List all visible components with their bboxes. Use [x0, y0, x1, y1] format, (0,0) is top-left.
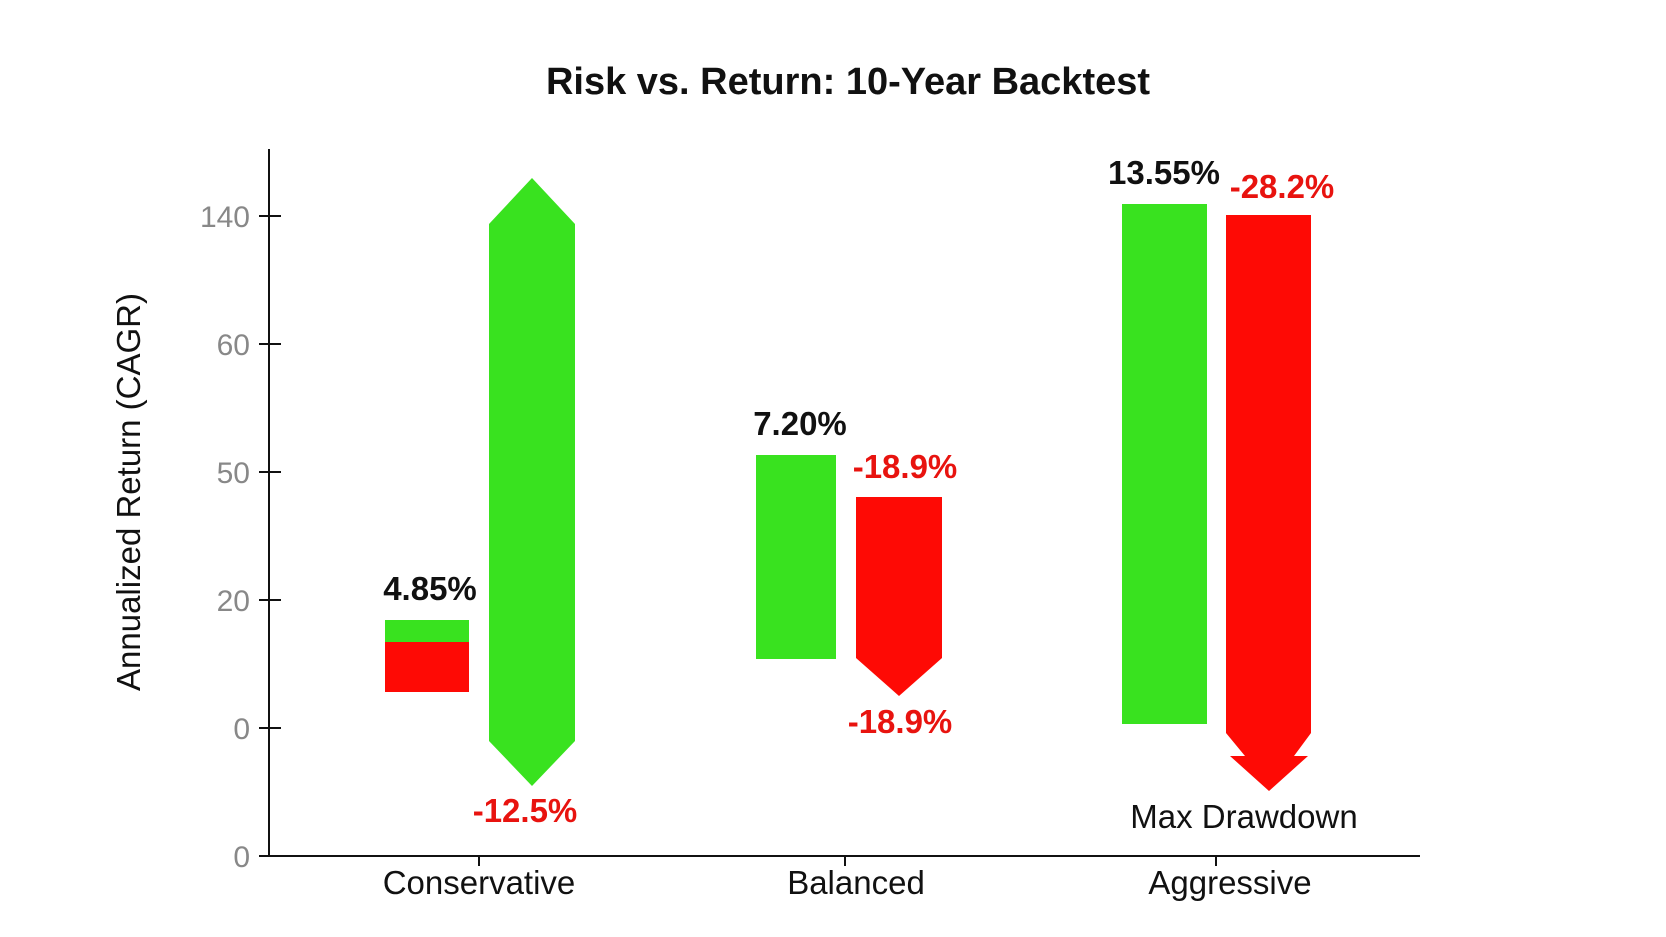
bar-return-aggressive — [1122, 204, 1207, 724]
bar-return-conservative — [385, 620, 469, 642]
category-label-conservative: Conservative — [383, 864, 576, 901]
bar-drawdown-conservative-arrow — [489, 178, 575, 786]
chart-title: Risk vs. Return: 10-Year Backtest — [546, 61, 1150, 103]
label-drawdown-balanced: -18.9% — [853, 448, 958, 485]
label-drawdown-aggressive: -28.2% — [1230, 168, 1335, 205]
bar-return-balanced — [756, 455, 836, 659]
category-label-balanced: Balanced — [787, 864, 925, 901]
label-return-aggressive: 13.55% — [1108, 154, 1220, 191]
y-axis-label: Annualized Return (CAGR) — [110, 293, 147, 691]
max-drawdown-annotation: Max Drawdown — [1130, 798, 1357, 835]
bar-drawdown-aggressive — [1226, 215, 1311, 791]
y-tick-label: 50 — [217, 457, 250, 490]
y-tick-label: 0 — [233, 713, 250, 746]
y-tick-label: 20 — [217, 585, 250, 618]
y-tick-label: 0 — [233, 841, 250, 874]
bar-drawdown-balanced — [856, 497, 942, 696]
label-drawdown-conservative: -12.5% — [473, 792, 578, 829]
y-tick-label: 140 — [200, 201, 250, 234]
label-drawdown-balanced-bottom: -18.9% — [848, 703, 953, 740]
category-label-aggressive: Aggressive — [1148, 864, 1311, 901]
label-return-conservative: 4.85% — [383, 570, 477, 607]
label-return-balanced: 7.20% — [753, 405, 847, 442]
bar-drawdown-conservative-small — [385, 642, 469, 692]
y-tick-label: 60 — [217, 329, 250, 362]
